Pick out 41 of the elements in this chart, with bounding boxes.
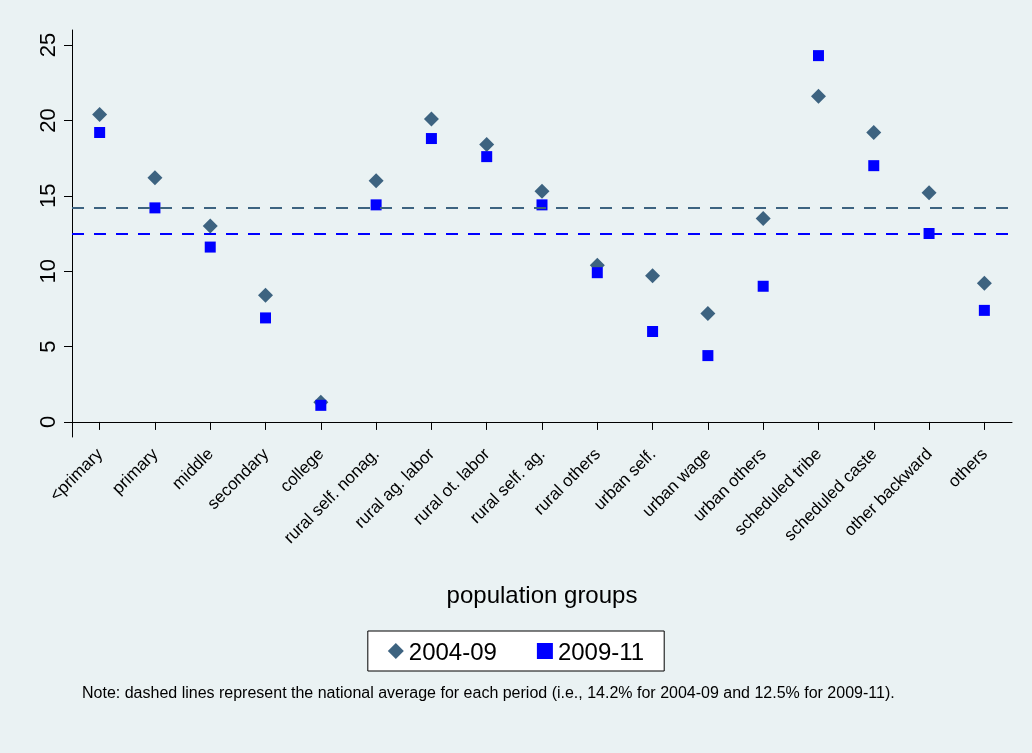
text: Note: dashed lines represent the national average for each period (i.e., 14.2% for 2004-09 and 12.5% for 2009-11). — [82, 684, 895, 701]
point — [757, 280, 769, 292]
point — [368, 173, 384, 189]
point — [755, 210, 771, 226]
y-tick-label: 15 — [34, 183, 60, 209]
point — [147, 170, 163, 186]
y-tick-label: 20 — [34, 108, 60, 133]
y-tick-label: 0 — [34, 415, 60, 429]
point — [423, 111, 439, 127]
point — [534, 183, 550, 199]
point — [978, 304, 990, 316]
point — [812, 50, 824, 62]
point — [92, 106, 108, 122]
point — [149, 202, 161, 214]
x-axis-title: population groups — [446, 580, 638, 608]
point — [810, 88, 826, 104]
point — [204, 241, 216, 253]
point — [868, 160, 880, 172]
legend-label: 2004-09 — [408, 637, 497, 665]
point — [647, 325, 659, 337]
point — [645, 268, 661, 284]
y-tick-label: 5 — [34, 340, 60, 353]
point — [258, 287, 274, 303]
point — [260, 312, 272, 324]
point — [923, 228, 935, 239]
point — [591, 267, 603, 279]
point — [481, 151, 493, 163]
legend-label: 2009-11 — [557, 637, 645, 665]
point — [94, 127, 106, 138]
y-tick-label: 25 — [34, 32, 60, 58]
y-tick-label: 10 — [34, 258, 60, 284]
point — [202, 218, 218, 234]
point — [976, 275, 992, 291]
point — [866, 125, 882, 140]
point — [370, 199, 382, 211]
point — [700, 305, 716, 321]
point — [479, 137, 495, 153]
point — [315, 399, 327, 411]
point — [702, 350, 714, 362]
point — [921, 185, 937, 201]
point — [425, 133, 437, 145]
